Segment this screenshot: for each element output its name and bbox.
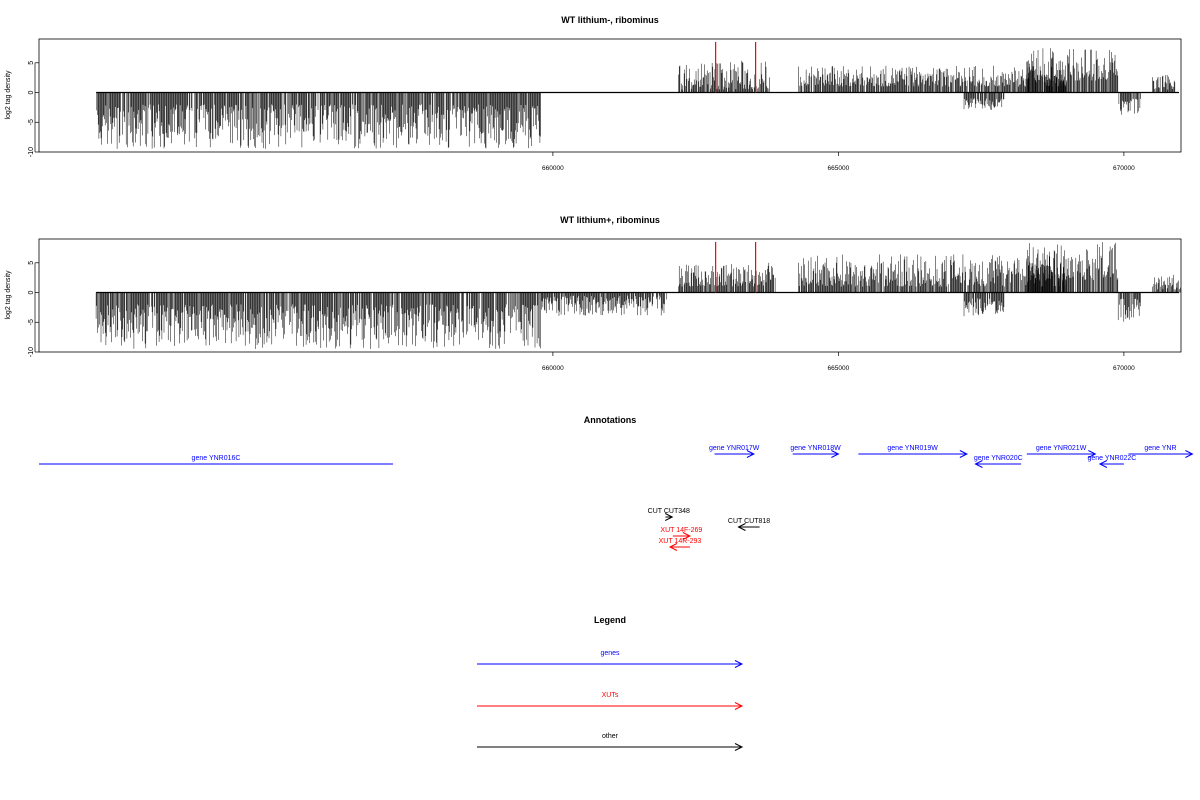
annotation-gene: gene YNR021W bbox=[1026, 445, 1097, 458]
strand-arrowhead bbox=[668, 543, 678, 551]
annotation-label: gene YNR019W bbox=[887, 445, 938, 452]
track-title: WT lithium+, ribominus bbox=[560, 215, 660, 225]
strand-arrowhead bbox=[1098, 460, 1108, 468]
strand-arrowhead bbox=[831, 450, 840, 458]
annotation-label: gene YNR022C bbox=[1087, 455, 1136, 462]
annotation-label: gene YNR bbox=[1144, 445, 1176, 452]
legend-item: XUTs bbox=[477, 692, 744, 710]
annotation-other: CUT CUT348 bbox=[648, 508, 690, 521]
y-tick-label: -10 bbox=[28, 147, 35, 157]
legend-item: genes bbox=[477, 650, 744, 668]
strand-arrowhead bbox=[974, 460, 983, 468]
y-tick-label: 5 bbox=[28, 261, 35, 265]
y-tick-label: -5 bbox=[28, 119, 35, 125]
annotation-label: gene YNR021W bbox=[1036, 445, 1087, 452]
annotation-label: gene YNR018W bbox=[790, 445, 841, 452]
annotations-panel: Annotations gene YNR016C gene YNR017W gene… bbox=[39, 415, 1194, 551]
legend-label: other bbox=[602, 733, 619, 740]
plot-frame bbox=[38, 238, 1182, 353]
y-tick-label: 5 bbox=[28, 61, 35, 65]
strand-arrowhead bbox=[746, 450, 756, 458]
strand-arrowhead bbox=[665, 513, 674, 521]
x-tick-label: 665000 bbox=[828, 365, 850, 372]
strand-arrowhead bbox=[737, 523, 746, 531]
annotation-xut: XUT 14R-293 bbox=[659, 538, 702, 551]
annotation-label: XUT 14R-293 bbox=[659, 538, 702, 545]
legend-item: other bbox=[477, 733, 744, 751]
annotation-label: gene YNR016C bbox=[192, 455, 241, 462]
x-tick-label: 670000 bbox=[1113, 165, 1135, 172]
y-tick-label: 0 bbox=[28, 290, 35, 294]
annotation-gene: gene YNR019W bbox=[858, 445, 968, 458]
plot-frame bbox=[38, 38, 1182, 153]
legend-title: Legend bbox=[594, 615, 626, 625]
x-tick-label: 660000 bbox=[542, 165, 564, 172]
legend-label: XUTs bbox=[602, 692, 619, 699]
annotation-gene: gene YNR020C bbox=[974, 455, 1023, 468]
legend-arrowhead bbox=[734, 743, 744, 751]
annotation-gene: gene YNR016C bbox=[39, 455, 394, 465]
y-axis-label: log2 tag density bbox=[5, 70, 12, 120]
annotation-gene: gene YNR017W bbox=[709, 445, 760, 458]
annotation-label: CUT CUT818 bbox=[728, 518, 770, 525]
annotations-title: Annotations bbox=[584, 415, 637, 425]
strand-arrowhead bbox=[959, 450, 968, 458]
annotation-other: CUT CUT818 bbox=[728, 518, 770, 531]
y-tick-label: 0 bbox=[28, 90, 35, 94]
y-tick-label: -10 bbox=[28, 347, 35, 357]
x-tick-label: 670000 bbox=[1113, 365, 1135, 372]
annotation-label: gene YNR017W bbox=[709, 445, 760, 452]
legend-arrowhead bbox=[734, 660, 744, 668]
annotation-label: CUT CUT348 bbox=[648, 508, 690, 515]
annotation-label: XUT 14F-269 bbox=[660, 527, 702, 534]
annotation-xut: XUT 14F-269 bbox=[660, 527, 702, 540]
annotation-gene: gene YNR018W bbox=[790, 445, 841, 458]
track-panel-lithium-minus: WT lithium-, ribominus log2 tag density … bbox=[5, 15, 1182, 172]
legend-label: genes bbox=[600, 650, 620, 657]
x-tick-label: 665000 bbox=[828, 165, 850, 172]
legend-panel: Legend genes XUTs other bbox=[477, 615, 744, 751]
y-tick-label: -5 bbox=[28, 319, 35, 325]
strand-arrowhead bbox=[1185, 450, 1194, 458]
annotation-gene: gene YNR bbox=[1128, 445, 1194, 458]
density-bars bbox=[95, 242, 1181, 349]
strand-arrowhead bbox=[682, 532, 692, 540]
legend-arrowhead bbox=[734, 702, 744, 710]
annotation-label: gene YNR020C bbox=[974, 455, 1023, 462]
track-panel-lithium-plus: WT lithium+, ribominus log2 tag density … bbox=[5, 215, 1182, 372]
strand-arrowhead bbox=[1088, 450, 1097, 458]
density-bars bbox=[96, 48, 1176, 149]
y-axis-label: log2 tag density bbox=[5, 270, 12, 320]
track-title: WT lithium-, ribominus bbox=[561, 15, 659, 25]
x-tick-label: 660000 bbox=[542, 365, 564, 372]
annotation-gene: gene YNR022C bbox=[1087, 455, 1136, 468]
